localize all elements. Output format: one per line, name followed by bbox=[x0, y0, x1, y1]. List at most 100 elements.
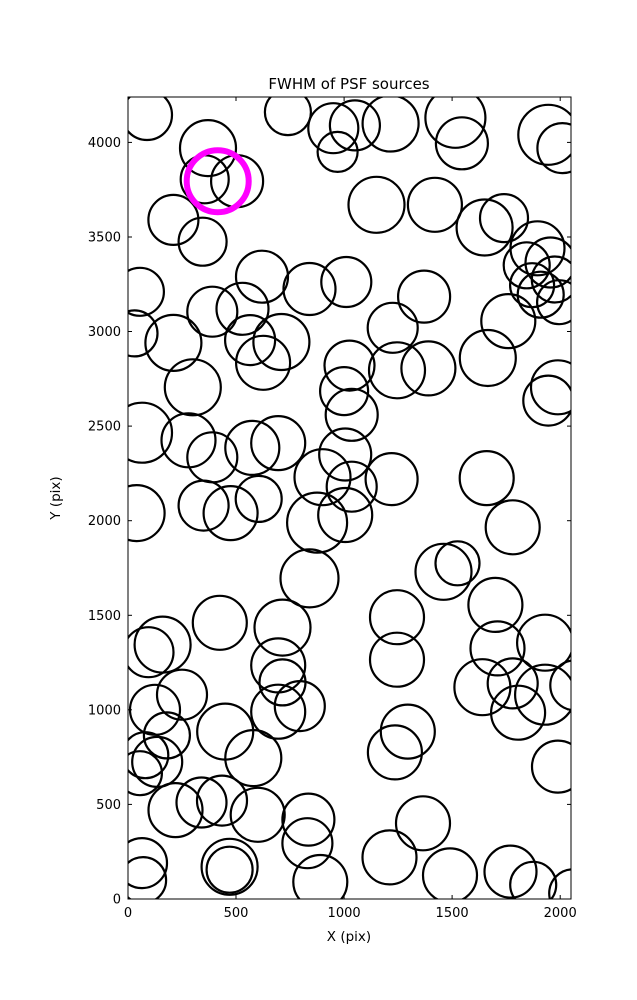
psf-circle bbox=[128, 97, 174, 142]
psf-circle bbox=[458, 328, 517, 388]
psf-circles bbox=[128, 97, 571, 899]
psf-circle bbox=[191, 594, 248, 651]
psf-circle bbox=[128, 750, 163, 797]
psf-circle bbox=[517, 103, 571, 166]
psf-circle bbox=[529, 359, 571, 416]
psf-circle bbox=[177, 216, 228, 267]
psf-circle bbox=[147, 193, 200, 246]
x-axis-label: X (pix) bbox=[327, 929, 371, 945]
psf-circle bbox=[128, 401, 174, 464]
psf-circle bbox=[229, 786, 286, 843]
psf-circle bbox=[307, 102, 360, 155]
psf-circle bbox=[484, 499, 541, 556]
psf-circle bbox=[400, 340, 457, 397]
plot-frame bbox=[127, 96, 572, 900]
psf-circle bbox=[263, 97, 312, 137]
psf-circle bbox=[536, 279, 571, 326]
psf-circle bbox=[536, 122, 571, 175]
psf-circle bbox=[200, 837, 259, 896]
psf-circle bbox=[128, 856, 168, 899]
psf-circle bbox=[128, 731, 170, 780]
psf-circle bbox=[155, 668, 209, 721]
psf-circle bbox=[502, 241, 551, 290]
psf-circle bbox=[215, 281, 270, 336]
axes: 0 500 1000 1500 2000 0 500 1000 1500 2000 2500 3000… bbox=[88, 97, 577, 921]
psf-circle bbox=[224, 314, 277, 367]
psf-circle bbox=[366, 724, 423, 781]
psf-circle bbox=[406, 176, 463, 233]
psf-circle bbox=[142, 711, 191, 760]
psf-circle bbox=[250, 683, 307, 740]
psf-circle bbox=[530, 739, 571, 794]
psf-circle bbox=[128, 484, 166, 543]
y-tick-label: 0 bbox=[113, 893, 121, 908]
psf-circle bbox=[186, 285, 239, 338]
y-tick-label: 3000 bbox=[88, 325, 121, 340]
psf-circle bbox=[279, 548, 340, 609]
psf-circle bbox=[202, 484, 259, 542]
psf-circle bbox=[434, 540, 481, 587]
psf-circle bbox=[361, 97, 420, 153]
psf-circle bbox=[549, 659, 571, 712]
psf-circle bbox=[163, 358, 222, 417]
psf-circle bbox=[364, 452, 419, 507]
psf-circle bbox=[128, 626, 175, 679]
psf-circle bbox=[458, 450, 515, 507]
y-axis-label: Y (pix) bbox=[48, 476, 64, 520]
psf-circle bbox=[328, 99, 381, 152]
psf-circle bbox=[361, 829, 418, 886]
y-tick-label: 4000 bbox=[88, 136, 121, 151]
psf-circle bbox=[147, 781, 204, 839]
psf-circle bbox=[424, 97, 487, 149]
x-tick-label: 500 bbox=[224, 906, 249, 921]
psf-circle bbox=[252, 312, 311, 372]
psf-circle bbox=[469, 620, 526, 677]
plot-title: FWHM of PSF sources bbox=[268, 75, 429, 93]
psf-circle bbox=[177, 479, 230, 532]
y-tick-label: 2500 bbox=[88, 420, 121, 435]
psf-circle bbox=[319, 366, 370, 417]
psf-circle bbox=[253, 598, 312, 657]
psf-circle bbox=[234, 249, 290, 304]
psf-circle bbox=[128, 837, 169, 890]
psf-circle bbox=[178, 119, 238, 178]
plot-background bbox=[128, 97, 571, 899]
psf-circle bbox=[175, 776, 228, 829]
psf-circle bbox=[486, 657, 539, 710]
psf-circle bbox=[379, 703, 436, 760]
psf-circle bbox=[324, 387, 379, 442]
psf-circle bbox=[234, 474, 283, 523]
psf-circle bbox=[128, 266, 165, 317]
psf-circle bbox=[323, 339, 376, 392]
psf-circle bbox=[281, 792, 336, 847]
psf-circle bbox=[516, 613, 571, 672]
y-tick-label: 2000 bbox=[88, 514, 121, 529]
psf-circle bbox=[282, 261, 337, 317]
psf-circle bbox=[548, 868, 571, 899]
psf-circle bbox=[273, 679, 326, 733]
psf-circle bbox=[316, 130, 359, 173]
y-tick-label: 500 bbox=[96, 798, 121, 813]
psf-circle bbox=[205, 845, 254, 894]
psf-circle bbox=[414, 542, 473, 601]
psf-circle bbox=[320, 255, 373, 309]
psf-circle bbox=[292, 853, 349, 899]
x-tick-label: 2000 bbox=[544, 906, 577, 921]
psf-circle bbox=[524, 236, 571, 289]
psf-circle bbox=[128, 309, 159, 358]
psf-circle bbox=[318, 427, 373, 482]
psf-circle bbox=[489, 684, 547, 741]
psf-circle bbox=[317, 486, 374, 544]
psf-circle bbox=[235, 334, 292, 391]
psf-circle bbox=[421, 847, 479, 899]
psf-circle bbox=[224, 419, 281, 476]
psf-circle bbox=[483, 844, 538, 899]
psf-circle bbox=[281, 817, 334, 870]
psf-circle bbox=[286, 491, 349, 554]
x-tick-label: 1000 bbox=[328, 906, 361, 921]
psf-circle bbox=[394, 795, 452, 852]
x-tick-label: 0 bbox=[124, 906, 132, 921]
psf-circle bbox=[530, 255, 571, 304]
psf-circle bbox=[250, 415, 307, 472]
x-axis-ticks: 0 500 1000 1500 2000 bbox=[124, 97, 577, 921]
